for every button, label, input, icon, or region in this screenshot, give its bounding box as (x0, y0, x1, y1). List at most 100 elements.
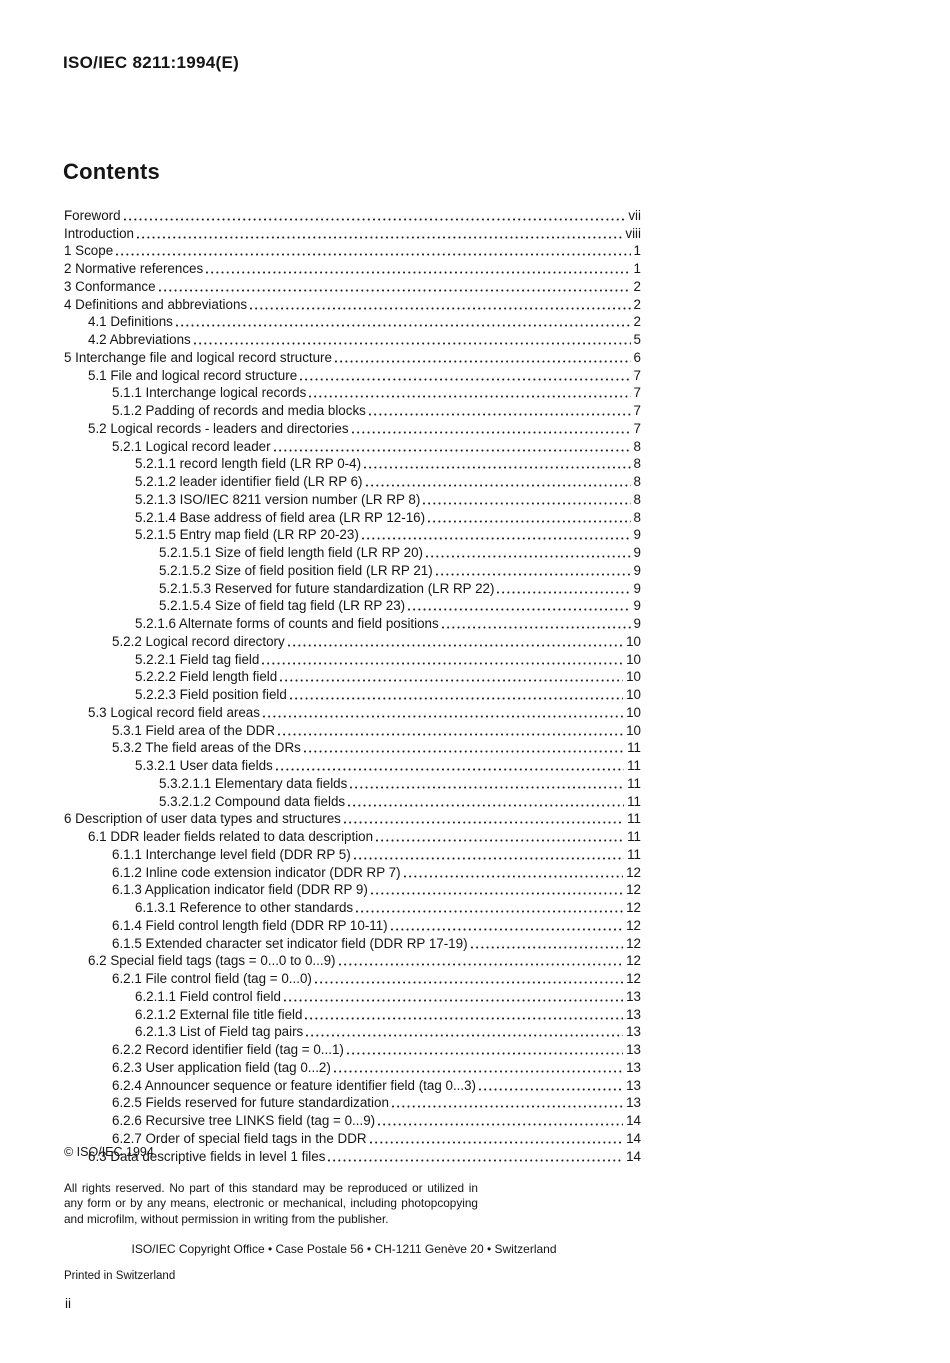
toc-entry-label: 6.2.1.1 Field control field (135, 988, 281, 1004)
toc-leader-dots (369, 1140, 624, 1144)
toc-leader-dots (283, 998, 624, 1002)
toc-entry-page: 9 (633, 545, 641, 560)
toc-entry: 6.1.3 Application indicator field (DDR R… (64, 881, 641, 899)
toc-entry: 6.2.5 Fields reserved for future standar… (64, 1094, 641, 1112)
toc-leader-dots (206, 271, 631, 274)
toc-leader-dots (423, 501, 631, 505)
toc-entry-label: 5.2.1.5.2 Size of field position field (… (159, 562, 433, 578)
toc-entry-page: 10 (626, 633, 641, 649)
page-number: ii (65, 1296, 71, 1311)
toc-entry-label: 6.2.2 Record identifier field (tag = 0..… (112, 1042, 344, 1057)
toc-entry-page: 12 (626, 917, 641, 933)
toc-leader-dots (391, 1105, 624, 1109)
toc-entry-page: 9 (633, 580, 641, 596)
toc-entry-page: 11 (627, 793, 641, 809)
toc-entry-label: 4.1 Definitions (88, 314, 173, 330)
toc-entry-label: 6.2 Special field tags (tags = 0...0 to … (88, 953, 336, 969)
toc-entry-page: 8 (633, 491, 641, 507)
toc-leader-dots (348, 803, 625, 807)
toc-entry: 5.3 Logical record field areas 10 (64, 703, 641, 721)
toc-entry: Foreword vii (64, 206, 641, 224)
toc-entry-page: 9 (633, 616, 641, 631)
toc-entry-page: 11 (627, 829, 641, 844)
toc-entry-label: 5 Interchange file and logical record st… (64, 349, 332, 365)
toc-entry-page: 8 (633, 438, 641, 454)
toc-entry-label: 6.2.7 Order of special field tags in the… (112, 1130, 367, 1146)
toc-entry: 5.2.1.5.2 Size of field position field (… (64, 561, 641, 579)
toc-entry-label: 5.2.1.1 record length field (LR RP 0-4) (135, 456, 362, 472)
toc-entry-label: 6.1.5 Extended character set indicator f… (112, 935, 468, 951)
toc-entry-label: 5.3.1 Field area of the DDR (112, 722, 276, 738)
toc-entry-label: 6.2.3 User application field (tag 0...2) (112, 1059, 331, 1075)
toc-leader-dots (370, 892, 624, 896)
toc-entry-label: 6 Description of user data types and str… (64, 811, 341, 827)
toc-entry-page: 8 (633, 509, 641, 525)
toc-leader-dots (378, 1123, 624, 1126)
toc-entry-page: 13 (626, 1006, 641, 1022)
toc-entry-label: 6.1.2 Inline code extension indicator (D… (112, 864, 401, 880)
toc-leader-dots (350, 785, 625, 789)
toc-entry: 5.3.2.1.1 Elementary data fields 11 (64, 774, 641, 792)
toc-leader-dots (403, 874, 624, 878)
toc-entry-page: 2 (633, 314, 641, 330)
toc-entry-page: 14 (626, 1148, 641, 1164)
toc-entry-label: 5.2.2 Logical record directory (112, 633, 285, 649)
toc-leader-dots (428, 519, 631, 523)
page-title: Contents (63, 159, 160, 184)
toc-entry: 4 Definitions and abbreviations 2 (64, 295, 641, 313)
toc-entry: 6.1.4 Field control length field (DDR RP… (64, 916, 641, 934)
toc-entry: 5.1.2 Padding of records and media block… (64, 401, 641, 419)
toc-leader-dots (300, 377, 631, 381)
toc-entry: Introduction viii (64, 224, 641, 242)
toc-entry-label: 6.2.6 Recursive tree LINKS field (tag = … (112, 1113, 376, 1128)
toc-entry-label: 6.1.3.1 Reference to other standards (135, 900, 354, 915)
toc-entry-page: 11 (627, 758, 641, 773)
toc-entry: 6.1.2 Inline code extension indicator (D… (64, 863, 641, 881)
toc-entry: 6.2.7 Order of special field tags in the… (64, 1129, 641, 1147)
toc-entry-page: 10 (626, 687, 641, 702)
toc-entry: 5.3.2.1 User data fields 11 (64, 756, 641, 774)
toc-leader-dots (426, 555, 631, 558)
toc-entry: 5.3.1 Field area of the DDR 10 (64, 721, 641, 739)
toc-entry-label: 6.1.3 Application indicator field (DDR R… (112, 882, 368, 898)
toc-entry-label: 6.1 DDR leader fields related to data de… (88, 829, 374, 844)
toc-entry-label: 5.1.1 Interchange logical records (112, 385, 307, 401)
toc-entry-label: 5.3.2 The field areas of the DRs (112, 740, 301, 756)
toc-entry-page: 7 (633, 420, 641, 436)
toc-entry-label: 6.3 Data descriptive fields in level 1 f… (88, 1148, 326, 1164)
toc-leader-dots (278, 732, 624, 736)
toc-entry: 6.2.3 User application field (tag 0...2)… (64, 1058, 641, 1076)
toc-entry-page: 13 (626, 1059, 641, 1075)
toc-leader-dots (390, 927, 624, 931)
toc-entry: 5.1 File and logical record structure 7 (64, 366, 641, 384)
toc-entry: 5.2.1.5.4 Size of field tag field (LR RP… (64, 597, 641, 615)
toc-entry-label: 2 Normative references (64, 261, 204, 276)
toc-entry-label: 5.3 Logical record field areas (88, 704, 260, 720)
toc-entry-page: 2 (633, 296, 641, 312)
toc-leader-dots (408, 608, 631, 612)
toc-entry: 6.2 Special field tags (tags = 0...0 to … (64, 952, 641, 970)
toc-leader-dots (303, 750, 625, 754)
toc-entry-label: 6.2.1 File control field (tag = 0...0) (112, 971, 312, 986)
toc-entry-page: 2 (633, 278, 641, 294)
toc-entry-page: 10 (626, 704, 641, 720)
toc-entry-page: 9 (633, 562, 641, 578)
toc-leader-dots (193, 342, 631, 345)
toc-entry: 6.2.6 Recursive tree LINKS field (tag = … (64, 1111, 641, 1129)
toc-entry: 4.1 Definitions 2 (64, 313, 641, 331)
toc-entry-page: 12 (626, 882, 641, 898)
toc-entry-page: 11 (627, 811, 641, 827)
copyright-office-address: ISO/IEC Copyright Office • Case Postale … (131, 1242, 557, 1256)
toc-entry-page: 13 (626, 1024, 641, 1040)
toc-leader-dots (250, 306, 631, 310)
toc-leader-dots (328, 1158, 624, 1162)
toc-entry-page: 10 (626, 669, 641, 685)
toc-entry-label: 5.2.1.3 ISO/IEC 8211 version number (LR … (135, 491, 421, 507)
toc-entry-label: 6.2.1.2 External file title field (135, 1006, 303, 1022)
toc-entry: 5.2.1.6 Alternate forms of counts and fi… (64, 614, 641, 632)
toc-leader-dots (435, 572, 631, 576)
toc-entry: 6.1.3.1 Reference to other standards 12 (64, 898, 641, 916)
toc-entry: 5.2.1.3 ISO/IEC 8211 version number (LR … (64, 490, 641, 508)
toc-entry-label: 5.3.2.1 User data fields (135, 758, 273, 773)
toc-leader-dots (353, 856, 625, 860)
